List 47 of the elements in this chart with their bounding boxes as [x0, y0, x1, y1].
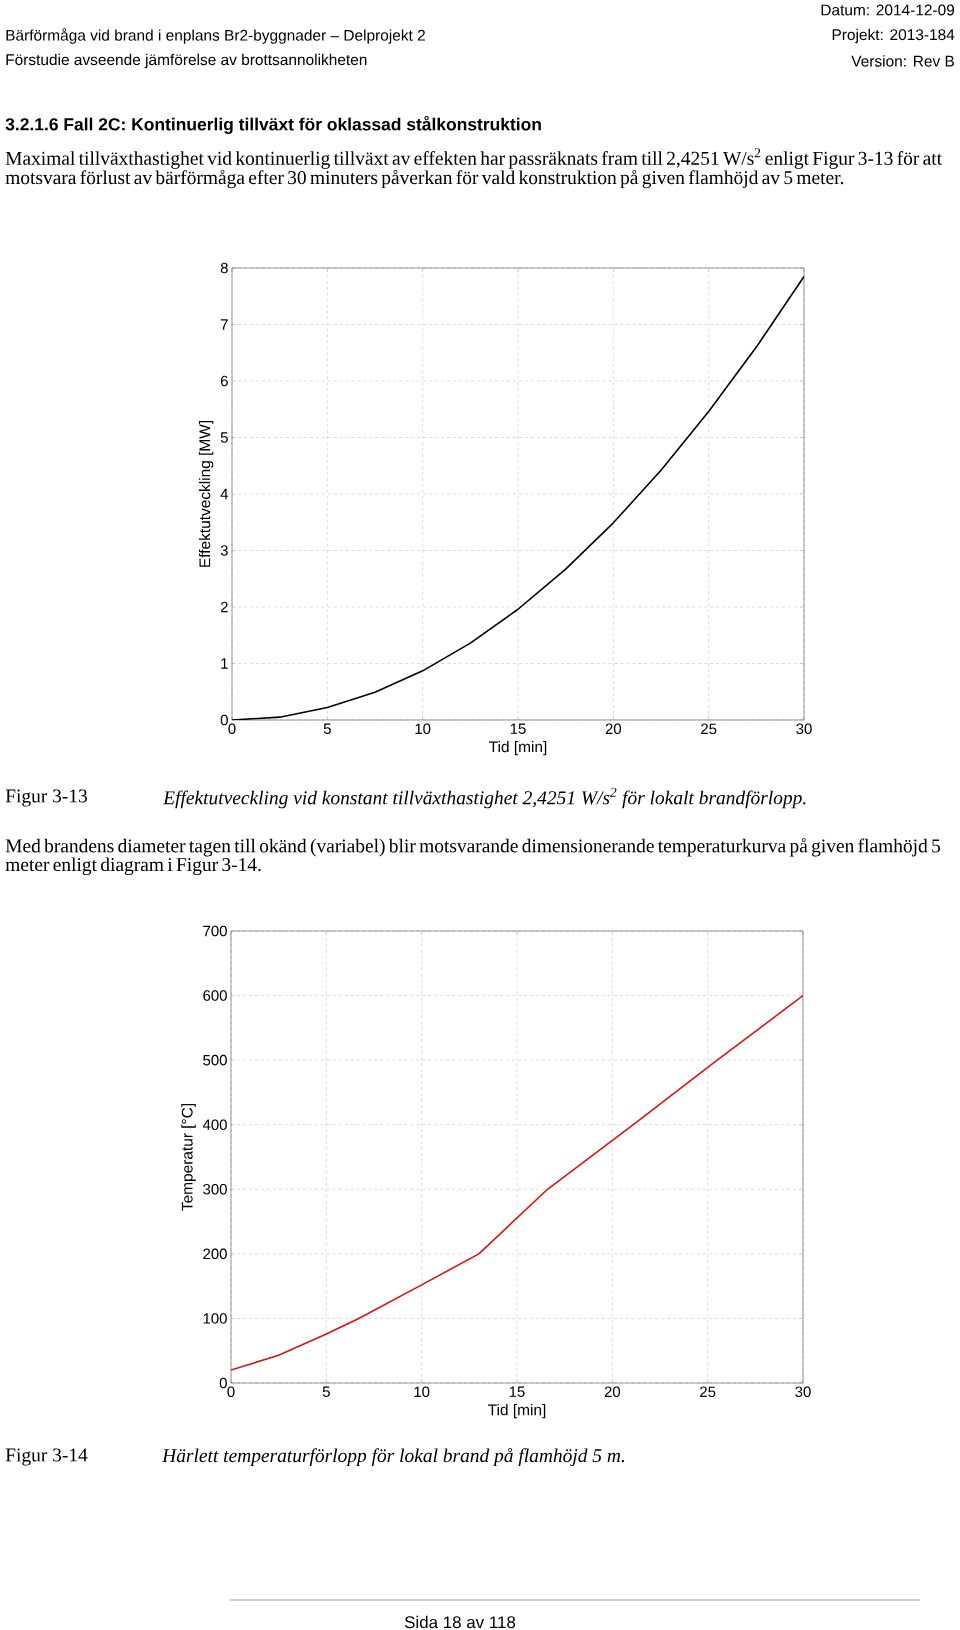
y-tick-label: 100 [203, 1313, 227, 1324]
y-tick-label: 3 [220, 545, 228, 556]
x-tick-label: 5 [323, 723, 331, 734]
y-tick-label: 1 [221, 658, 228, 669]
text: Maximal tillväxthastighet vid kontinuerlig tillväxt av effekten har passräknats fram till 2,4251 W/s$^{2}$ enligt Figur 3-13 för att motsvara förlust av bärförmåga efter 30 minuters påverkan för vald konstruktion på given flamhöjd av 5 meter. [5, 148, 942, 189]
x-tick-label: 10 [414, 1386, 430, 1398]
text: Datum: 2014-12-09 [821, 4, 955, 16]
y-tick-label: 700 [203, 925, 227, 937]
y-tick-label: 2 [220, 601, 228, 613]
text: Projekt: 2013-184 [832, 28, 955, 44]
x-axis-title: Tid [min] [489, 740, 547, 756]
x-axis-title: Tid [min] [488, 1403, 546, 1419]
text: Sida 18 av 118 [404, 1615, 516, 1629]
x-tick-label: 15 [510, 723, 526, 734]
y-tick-label: 500 [203, 1054, 227, 1066]
y-tick-label: 7 [220, 319, 228, 330]
text: Effektutveckling vid konstant tillväxthastighet 2,4251 W/s$^{2}$ för lokalt brandförlopp. [162, 787, 806, 809]
text: Med brandens diameter tagen till okänd (variabel) blir motsvarande dimensionerande temperaturkurva på given flamhöjd 5 meter enligt diagram i Figur 3-14. [5, 838, 941, 876]
x-tick-label: 30 [796, 723, 812, 735]
x-tick-label: 20 [604, 1386, 621, 1398]
x-tick-label: 10 [415, 723, 431, 735]
text: Härlett temperaturförlopp för lokal brand på flamhöjd 5 m. [162, 1447, 625, 1467]
text: Förstudie avseende jämförelse av brottsannolikheten [6, 53, 367, 69]
y-tick-label: 8 [220, 262, 228, 274]
text: Figur 3-13 [5, 789, 87, 807]
y-tick-label: 0 [219, 1377, 227, 1389]
line-series [231, 994, 803, 1371]
text: Version: Rev B [851, 55, 954, 67]
x-tick-label: 25 [700, 1386, 716, 1398]
y-tick-label: 6 [220, 375, 228, 387]
text: Bärförmåga vid brand i enplans Br2-byggnader – Delprojekt 2 [6, 28, 425, 44]
y-tick-label: 300 [203, 1183, 227, 1195]
y-axis-title: Effektutveckling [MW] [198, 421, 214, 567]
y-axis-title: Temperatur [°C] [181, 1103, 196, 1211]
chart-title: 3.2.1.6 Fall 2C: Kontinuerlig tillväxt för oklassad stålkonstruktion [5, 115, 541, 134]
x-tick-label: 15 [509, 1386, 525, 1397]
x-tick-label: 25 [701, 723, 717, 735]
x-tick-label: 30 [795, 1386, 811, 1398]
y-tick-label: 0 [220, 714, 228, 726]
y-tick-label: 4 [220, 488, 229, 500]
text: Figur 3-14 [5, 1448, 88, 1466]
x-tick-label: 20 [605, 723, 622, 735]
y-tick-label: 200 [203, 1248, 227, 1260]
y-tick-label: 5 [220, 432, 228, 443]
y-tick-label: 400 [202, 1119, 227, 1130]
y-tick-label: 600 [203, 990, 227, 1001]
x-tick-label: 5 [322, 1386, 330, 1397]
